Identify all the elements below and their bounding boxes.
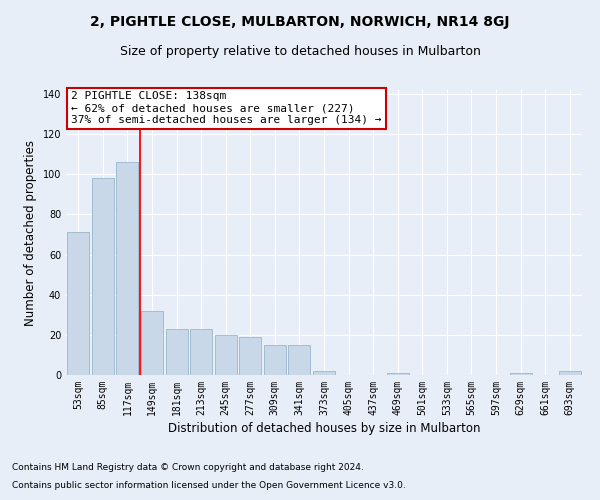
Bar	[289, 345, 310, 375]
Bar	[215, 335, 237, 375]
Text: 2 PIGHTLE CLOSE: 138sqm
← 62% of detached houses are smaller (227)
37% of semi-d: 2 PIGHTLE CLOSE: 138sqm ← 62% of detache…	[71, 92, 382, 124]
Bar	[190, 329, 212, 375]
Text: Size of property relative to detached houses in Mulbarton: Size of property relative to detached ho…	[119, 45, 481, 58]
Bar	[166, 329, 188, 375]
Text: Contains HM Land Registry data © Crown copyright and database right 2024.: Contains HM Land Registry data © Crown c…	[12, 464, 364, 472]
Bar	[509, 373, 532, 375]
X-axis label: Distribution of detached houses by size in Mulbarton: Distribution of detached houses by size …	[168, 422, 480, 435]
Bar	[264, 345, 286, 375]
Bar	[559, 371, 581, 375]
Bar	[313, 371, 335, 375]
Bar	[67, 232, 89, 375]
Bar	[116, 162, 139, 375]
Y-axis label: Number of detached properties: Number of detached properties	[24, 140, 37, 326]
Bar	[239, 337, 262, 375]
Bar	[386, 373, 409, 375]
Text: 2, PIGHTLE CLOSE, MULBARTON, NORWICH, NR14 8GJ: 2, PIGHTLE CLOSE, MULBARTON, NORWICH, NR…	[90, 15, 510, 29]
Bar	[141, 311, 163, 375]
Bar	[92, 178, 114, 375]
Text: Contains public sector information licensed under the Open Government Licence v3: Contains public sector information licen…	[12, 481, 406, 490]
